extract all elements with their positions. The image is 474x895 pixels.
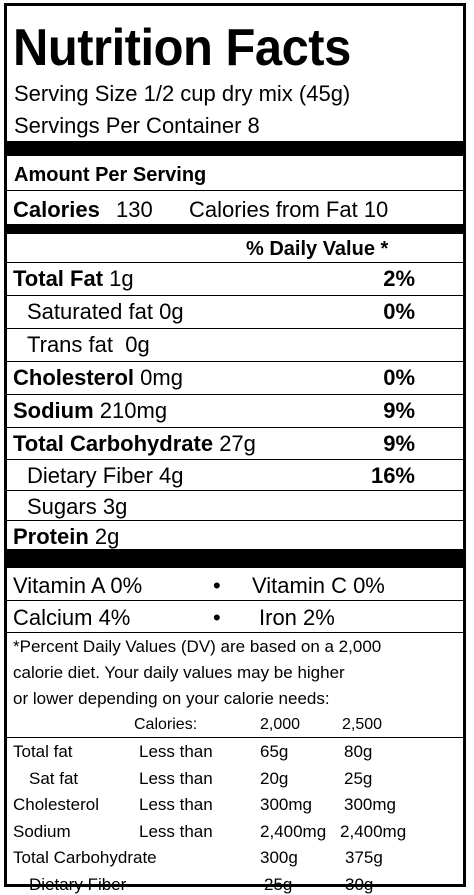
vitamin-row-1: Vitamin A 0% • Vitamin C 0% [7,568,463,600]
nutrient-amount: 0g [125,332,150,357]
dv-table-nutrient: Cholesterol [13,795,99,814]
dv-table-nutrient: Dietary Fiber [29,874,127,894]
nutrient-amount: 210mg [99,398,168,423]
dv-table-col1: 65g [260,742,289,761]
nutrient-name-text: Protein [13,524,89,549]
dv-table-limit: Less than [139,742,213,761]
nutrient-row: Cholesterol 0mg 0% [7,361,463,394]
calories-value: 130 [116,197,153,222]
nutrient-amount: 1g [109,266,134,291]
nutrient-name-text: Total Fat [13,266,104,291]
nutrient-name: Sugars 3g [27,494,127,520]
nutrient-daily-value: 9% [383,398,415,423]
footnote-line-1: *Percent Daily Values (DV) are based on … [13,637,382,656]
calories-from-fat: Calories from Fat 10 [189,197,389,222]
nutrient-amount: 27g [219,431,256,456]
nutrient-name: Total Fat 1g [13,266,134,292]
nutrient-name: Trans fat 0g [27,332,150,358]
dv-table-header-col1: 2,000 [260,716,301,733]
dv-table-col1: 20g [260,768,289,788]
nutrient-row: Sodium 210mg 9% [7,394,463,427]
nutrient-name: Saturated fat 0g [27,299,184,325]
dv-table-limit: Less than [139,795,213,814]
dv-table-col1: 300g [260,848,298,867]
nutrient-name: Sodium 210mg [13,398,167,424]
nutrient-amount: 2g [94,524,120,549]
nutrient-name: Protein 2g [13,524,119,550]
nutrient-amount: 3g [102,494,128,519]
nutrient-row: Total Fat 1g 2% [7,262,463,295]
calcium: Calcium 4% [13,605,131,630]
vitamin-a: Vitamin A 0% [13,573,143,598]
nutrient-name-text: Total Carbohydrate [13,431,214,456]
dv-table-nutrient: Total Carbohydrate [13,848,157,867]
dv-table-limit: Less than [139,821,213,841]
dv-table-col2: 375g [345,848,383,867]
nutrient-name-text: Sodium [13,398,94,423]
dv-table-limit: Less than [139,768,213,788]
servings-per-container: Servings Per Container 8 [14,113,260,138]
nutrient-name-text: Saturated fat [27,299,153,324]
thick-divider-bottom [7,549,463,568]
nutrient-name-text: Dietary Fiber [27,463,153,488]
dv-table-nutrient: Total fat [13,742,73,761]
nutrient-row: Dietary Fiber 4g 16% [7,459,463,490]
dv-table-col2: 30g [345,874,374,894]
bullet-2: • [213,605,221,630]
daily-value-header: % Daily Value * [246,238,389,260]
calories-label: Calories [13,197,100,222]
dv-table-col1: 2,400mg [260,821,327,841]
iron: Iron 2% [259,605,335,630]
nutrient-name: Total Carbohydrate 27g [13,431,256,457]
dv-table-nutrient: Sodium [13,821,71,841]
dv-table: Total fat Less than 65g 80g Sat fat Less than… [7,737,463,894]
nutrient-row: Trans fat 0g [7,328,463,361]
nutrient-row: Total Carbohydrate 27g 9% [7,427,463,459]
nutrition-facts-label: Nutrition Facts Serving Size 1/2 cup dry… [4,3,466,894]
vitamin-row-2: Calcium 4% • Iron 2% [7,600,463,632]
label-title: Nutrition Facts [13,19,351,77]
footnote-line-3: or lower depending on your calorie needs… [13,689,330,708]
nutrient-row: Saturated fat 0g 0% [7,295,463,328]
thick-divider-calories [7,224,463,234]
nutrient-name-text: Sugars [27,494,97,519]
thick-divider-top [7,141,463,156]
dv-table-col2: 80g [344,742,373,761]
dv-table-nutrient: Sat fat [29,768,79,788]
serving-size: Serving Size 1/2 cup dry mix (45g) [14,81,351,106]
nutrient-daily-value: 0% [383,299,415,324]
calories-row: Calories 130 Calories from Fat 10 [7,190,463,226]
dv-table-col2: 25g [344,768,373,788]
nutrient-row: Protein 2g [7,520,463,549]
nutrient-daily-value: 9% [383,431,415,456]
dv-table-calories-label: Calories: [134,716,198,733]
dv-table-col2: 2,400mg [340,821,407,841]
nutrient-daily-value: 2% [383,266,415,291]
bullet-1: • [213,573,221,598]
nutrient-name-text: Cholesterol [13,365,135,390]
nutrient-daily-value: 16% [370,463,415,488]
vitamin-c: Vitamin C 0% [252,573,385,598]
dv-table-header-col2: 2,500 [342,716,383,733]
nutrient-amount: 0g [159,299,184,324]
footnote: *Percent Daily Values (DV) are based on … [7,632,463,738]
nutrient-row: Sugars 3g [7,490,463,520]
dv-table-col1: 300mg [260,795,312,814]
amount-per-serving: Amount Per Serving [14,164,207,186]
dv-table-col2: 300mg [344,795,396,814]
dv-table-col1: 25g [264,874,293,894]
nutrient-name-text: Trans fat [27,332,113,357]
footnote-line-2: calorie diet. Your daily values may be h… [13,663,345,682]
nutrient-amount: 4g [159,463,184,488]
nutrient-name: Dietary Fiber 4g [27,463,184,489]
nutrient-amount: 0mg [140,365,183,390]
nutrient-name: Cholesterol 0mg [13,365,183,391]
nutrient-daily-value: 0% [383,365,415,390]
